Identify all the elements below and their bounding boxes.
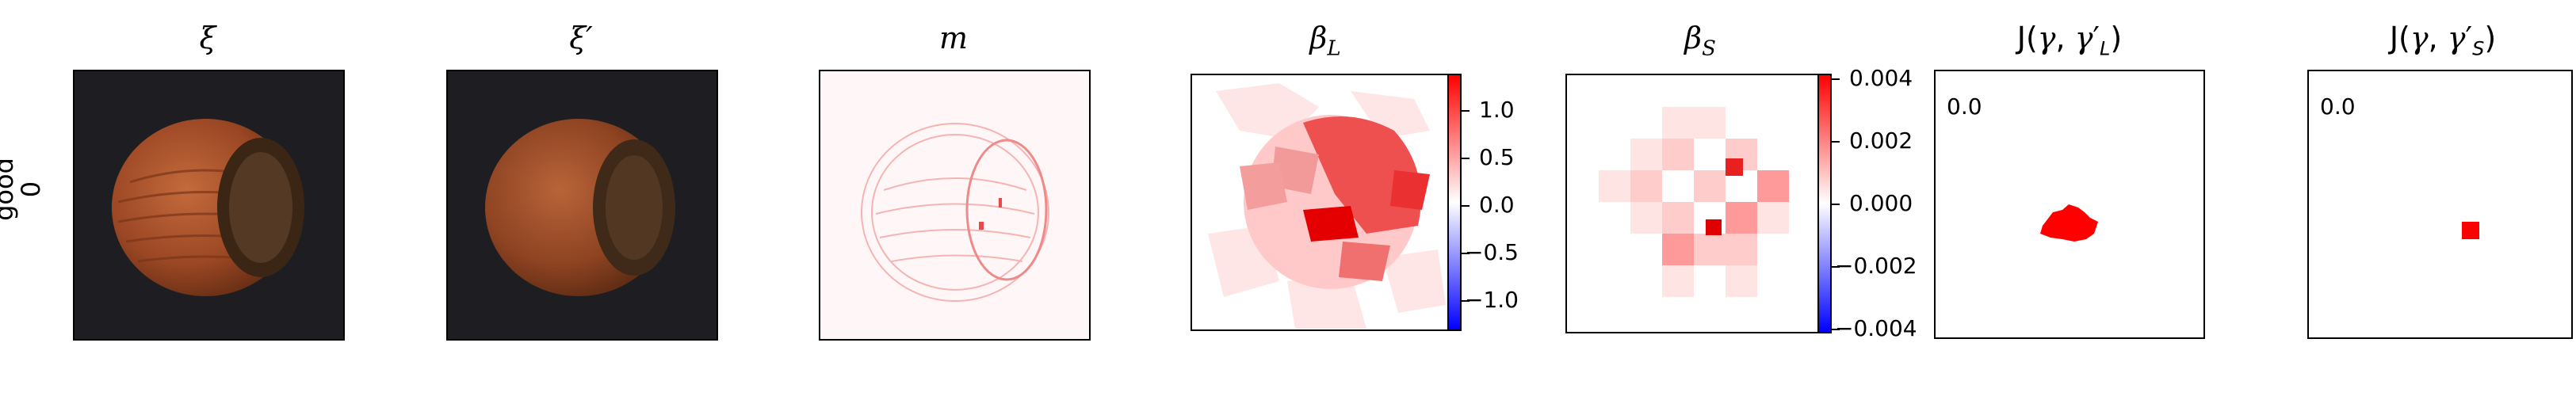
panel-j-s: 0.0 — [2307, 70, 2573, 339]
row-label-line2: 0 — [16, 181, 46, 198]
panel-xi-prime-image — [446, 70, 718, 341]
row-label: good 0 — [0, 110, 46, 268]
title-beta-s: βS — [1684, 21, 1716, 61]
hazelnut-reconstruction-image — [485, 119, 675, 296]
title-m: m — [938, 21, 969, 55]
j-l-value: 0.0 — [1947, 93, 1982, 120]
colorbar-beta-s-tick-4: −0.002 — [1835, 253, 1917, 279]
title-j-s: J(γ, γ′S) — [2389, 21, 2497, 60]
colorbar-beta-s — [1817, 74, 1832, 333]
colorbar-beta-l-tick-5: −1.0 — [1465, 287, 1519, 313]
panel-beta-l-map — [1191, 74, 1457, 331]
panel-xi-image — [73, 70, 345, 341]
j-s-anomaly-mask — [2462, 222, 2479, 239]
difference-map — [861, 123, 1049, 302]
colorbar-beta-s-tick-5: −0.004 — [1835, 315, 1917, 341]
colorbar-beta-l-tick-1: 1.0 — [1479, 97, 1515, 123]
title-xi-prime: ξ′ — [569, 21, 593, 55]
row-label-line1: good — [0, 158, 19, 221]
colorbar-beta-l-tick-3: 0.0 — [1479, 192, 1515, 218]
colorbar-beta-l-tick-2: 0.5 — [1479, 144, 1515, 170]
panel-beta-s-map — [1565, 74, 1824, 333]
panel-j-l: 0.0 — [1934, 70, 2205, 339]
colorbar-beta-l-tick-4: −0.5 — [1465, 239, 1519, 265]
panel-m-map — [819, 70, 1091, 341]
title-j-l: J(γ, γ′L) — [2016, 21, 2123, 60]
j-l-anomaly-mask — [2040, 204, 2098, 242]
colorbar-beta-l — [1447, 74, 1462, 331]
title-beta-l: βL — [1309, 21, 1341, 61]
beta-l-superpixel-map — [1208, 83, 1446, 329]
colorbar-beta-s-tick-2: 0.002 — [1849, 128, 1913, 154]
beta-s-grid-map — [1599, 107, 1789, 297]
hazelnut-image — [112, 119, 304, 296]
colorbar-beta-s-tick-1: 0.004 — [1849, 65, 1913, 91]
j-s-value: 0.0 — [2320, 93, 2356, 120]
colorbar-beta-s-tick-3: 0.000 — [1849, 190, 1913, 216]
title-xi: ξ — [199, 21, 216, 55]
